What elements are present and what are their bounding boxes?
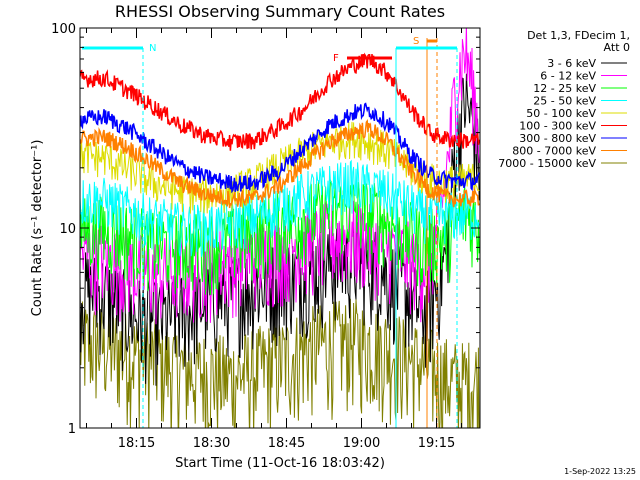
plot-area: N F S <box>80 28 480 428</box>
x-tick-label: 18:30 <box>193 436 230 451</box>
series-line-800-7000keV <box>80 118 480 208</box>
x-tick-label: 18:15 <box>118 436 155 451</box>
legend-label: 7000 - 15000 keV <box>498 157 596 170</box>
x-axis-label: Start Time (11-Oct-16 18:03:42) <box>175 456 385 471</box>
legend-header-line-1: Det 1,3, FDecim 1, <box>527 29 630 42</box>
legend-label: 300 - 800 keV <box>519 132 596 145</box>
legend-label: 3 - 6 keV <box>547 57 596 70</box>
x-tick-label: 19:00 <box>343 436 380 451</box>
x-tick-label: 18:45 <box>268 436 305 451</box>
axes: 1 10 100 18:15 18:30 18:45 19:00 19:15 <box>51 22 480 451</box>
legend-label: 12 - 25 keV <box>533 82 596 95</box>
night-label: N <box>149 43 156 54</box>
y-axis-label: Count Rate (s⁻¹ detector⁻¹) <box>30 140 45 317</box>
x-tick-label: 19:15 <box>418 436 455 451</box>
series-line-100-300keV <box>80 52 480 151</box>
date-stamp: 1-Sep-2022 13:25 <box>564 467 636 476</box>
chart-title: RHESSI Observing Summary Count Rates <box>115 2 445 21</box>
series-line-300-800keV <box>80 102 480 194</box>
y-tick-label: 1 <box>68 422 76 437</box>
legend-label: 25 - 50 keV <box>533 95 596 108</box>
series-line-25-50keV <box>80 159 480 257</box>
series-group <box>80 28 480 428</box>
legend-label: 50 - 100 keV <box>526 107 596 120</box>
flare-label: F <box>333 53 339 64</box>
y-tick-label: 10 <box>59 222 76 237</box>
legend-label: 800 - 7000 keV <box>512 145 596 158</box>
y-tick-label: 100 <box>51 22 76 37</box>
legend-label: 6 - 12 keV <box>540 70 596 83</box>
saa-label: S <box>413 36 419 47</box>
series-line-3-6keV <box>80 73 480 386</box>
legend-label: 100 - 300 keV <box>519 120 596 133</box>
legend-header-line-2: Att 0 <box>604 41 630 54</box>
